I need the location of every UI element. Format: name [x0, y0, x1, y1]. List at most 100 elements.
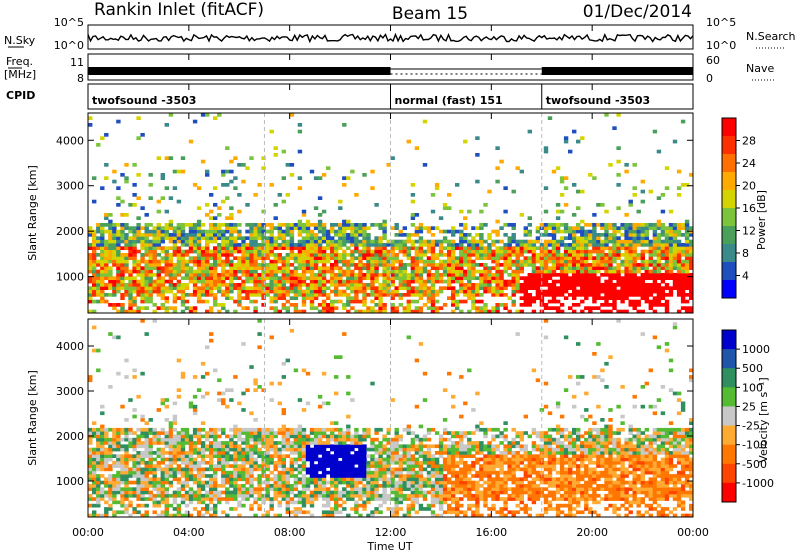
heatmap-cell	[382, 229, 387, 234]
heatmap-cell	[293, 467, 299, 472]
heatmap-cell	[346, 303, 351, 307]
heatmap-cell	[88, 226, 93, 230]
heatmap-cell	[196, 253, 202, 257]
heatmap-cell	[342, 441, 347, 445]
heatmap-cell	[317, 493, 323, 498]
heatmap-cell	[128, 286, 133, 290]
heatmap-cell	[257, 183, 262, 187]
heatmap-cell	[148, 249, 153, 254]
heatmap-cell	[116, 273, 121, 277]
heatmap-cell	[160, 226, 165, 230]
heatmap-cell	[531, 246, 537, 250]
y-tick-label: 3000	[56, 180, 84, 193]
heatmap-cell	[551, 263, 557, 267]
heatmap-cell	[632, 293, 637, 297]
power-ylabel: Slant Range [km]	[26, 165, 39, 261]
heatmap-cell	[660, 193, 666, 197]
heatmap-cell	[374, 249, 379, 254]
heatmap-cell	[221, 243, 226, 247]
heatmap-cell	[112, 493, 117, 498]
heatmap-cell	[96, 427, 101, 432]
heatmap-cell	[632, 249, 637, 254]
heatmap-cell	[676, 259, 682, 264]
heatmap-cell	[88, 484, 93, 488]
heatmap-cell	[253, 457, 258, 462]
heatmap-cell	[281, 441, 286, 445]
heatmap-cell	[265, 437, 270, 442]
heatmap-cell	[128, 289, 133, 294]
heatmap-cell	[269, 487, 274, 491]
heatmap-cell	[184, 253, 190, 257]
heatmap-cell	[237, 243, 242, 247]
heatmap-cell	[124, 437, 129, 442]
heatmap-cell	[184, 273, 190, 277]
heatmap-cell	[144, 276, 149, 280]
heatmap-cell	[293, 474, 299, 478]
heatmap-cell	[402, 249, 407, 254]
heatmap-cell	[342, 239, 347, 244]
heatmap-cell	[503, 303, 508, 307]
heatmap-cell	[317, 196, 323, 200]
heatmap-cell	[253, 467, 258, 472]
heatmap-cell	[172, 239, 178, 244]
heatmap-cell	[334, 276, 339, 280]
heatmap-cell	[378, 286, 383, 290]
heatmap-cell	[499, 263, 504, 267]
heatmap-cell	[628, 236, 633, 240]
heatmap-cell	[620, 309, 625, 314]
heatmap-cell	[301, 213, 307, 217]
heatmap-cell	[321, 464, 327, 468]
heatmap-cell	[225, 457, 230, 462]
heatmap-cell	[124, 283, 129, 287]
heatmap-cell	[543, 263, 549, 267]
heatmap-cell	[180, 487, 186, 491]
heatmap-cell	[559, 253, 565, 257]
heatmap-cell	[221, 303, 226, 307]
heatmap-cell	[184, 477, 190, 482]
heatmap-cell	[689, 243, 694, 247]
heatmap-cell	[354, 193, 359, 197]
heatmap-cell	[112, 169, 117, 174]
heatmap-cell	[269, 129, 274, 134]
heatmap-cell	[664, 276, 670, 280]
heatmap-cell	[672, 229, 678, 234]
heatmap-cell	[293, 484, 299, 488]
heatmap-cell	[580, 259, 585, 264]
heatmap-cell	[430, 266, 436, 270]
heatmap-cell	[196, 259, 202, 264]
heatmap-cell	[313, 306, 319, 310]
heatmap-cell	[116, 431, 121, 435]
heatmap-cell	[277, 259, 282, 264]
heatmap-cell	[568, 246, 573, 250]
heatmap-cell	[112, 239, 117, 244]
heatmap-cell	[612, 286, 617, 290]
heatmap-cell	[172, 296, 178, 300]
heatmap-cell	[108, 253, 113, 257]
heatmap-cell	[184, 286, 190, 290]
heatmap-cell	[334, 266, 339, 270]
heatmap-cell	[217, 493, 222, 498]
heatmap-cell	[386, 293, 391, 297]
heatmap-cell	[192, 474, 198, 478]
heatmap-cell	[660, 279, 666, 284]
heatmap-cell	[213, 246, 218, 250]
heatmap-cell	[241, 243, 246, 247]
heatmap-cell	[680, 296, 686, 300]
heatmap-cell	[249, 477, 254, 482]
heatmap-cell	[168, 306, 174, 310]
heatmap-cell	[124, 444, 129, 449]
heatmap-cell	[491, 276, 496, 280]
heatmap-cell	[249, 470, 254, 475]
heatmap-cell	[273, 243, 278, 247]
heatmap-cell	[334, 223, 339, 227]
heatmap-cell	[277, 427, 282, 432]
heatmap-cell	[584, 223, 589, 227]
heatmap-cell	[229, 507, 234, 511]
heatmap-cell	[164, 263, 169, 267]
heatmap-cell	[269, 441, 274, 445]
heatmap-cell	[330, 263, 335, 267]
heatmap-cell	[152, 259, 157, 264]
heatmap-cell	[604, 243, 609, 247]
heatmap-cell	[479, 243, 484, 247]
heatmap-cell	[180, 169, 186, 174]
